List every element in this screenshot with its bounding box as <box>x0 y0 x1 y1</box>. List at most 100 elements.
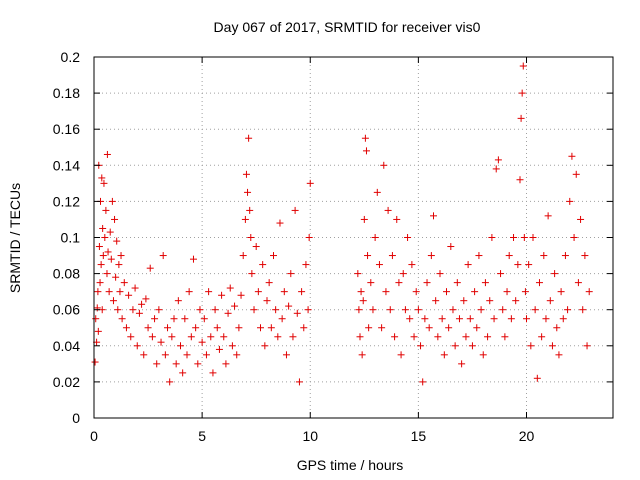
data-point <box>244 188 252 196</box>
data-point <box>356 333 364 341</box>
data-point <box>523 315 530 323</box>
data-point <box>298 288 306 296</box>
data-point <box>481 279 489 287</box>
data-point <box>161 351 169 359</box>
data-point <box>404 234 412 241</box>
data-point <box>118 315 126 323</box>
data-point <box>518 89 526 97</box>
data-point <box>209 369 217 377</box>
data-point <box>211 306 219 314</box>
data-point <box>274 333 282 341</box>
data-point <box>583 342 591 350</box>
data-point <box>514 261 522 269</box>
data-point <box>397 351 405 359</box>
data-point <box>388 252 396 260</box>
data-point <box>386 306 394 314</box>
data-point <box>168 333 176 341</box>
data-point <box>91 358 99 366</box>
data-point <box>477 306 485 314</box>
data-point <box>222 360 230 368</box>
data-point <box>445 324 453 332</box>
data-point <box>359 297 367 305</box>
data-point <box>239 252 247 260</box>
data-point <box>187 333 195 341</box>
data-point <box>155 306 163 314</box>
data-point <box>103 150 111 158</box>
data-point <box>153 360 161 368</box>
data-point <box>529 234 537 241</box>
data-point <box>220 333 228 341</box>
data-point <box>257 324 265 332</box>
data-point <box>581 252 589 260</box>
data-point <box>135 309 143 317</box>
data-point <box>291 206 299 214</box>
data-point <box>231 302 239 310</box>
data-point <box>218 291 226 299</box>
data-point <box>103 270 111 278</box>
data-point <box>237 291 245 299</box>
data-point <box>235 324 243 332</box>
x-tick-label: 10 <box>302 428 318 444</box>
data-point <box>375 261 383 269</box>
data-point <box>198 338 206 346</box>
data-point <box>114 306 122 314</box>
data-point <box>185 288 193 296</box>
data-point <box>399 270 407 278</box>
data-point <box>285 302 293 310</box>
data-point <box>140 351 148 359</box>
data-point <box>213 324 221 332</box>
data-point <box>105 288 113 296</box>
data-point <box>354 270 362 278</box>
data-point <box>215 345 223 353</box>
y-tick-label: 0.2 <box>61 49 81 65</box>
data-point <box>546 297 554 305</box>
data-point <box>393 215 401 223</box>
data-point <box>488 234 496 241</box>
data-point <box>555 351 563 359</box>
data-point <box>449 306 457 314</box>
data-point <box>267 324 275 332</box>
data-point <box>164 324 172 332</box>
x-tick-label: 0 <box>90 428 98 444</box>
data-point <box>585 288 593 296</box>
tick-labels: 0 5 10 15 20 0 0.02 0.04 0.06 0.08 0.1 0.12 0.14 0.16… <box>53 49 535 444</box>
data-point <box>410 333 418 341</box>
data-point <box>295 378 303 386</box>
data-point <box>440 351 448 359</box>
data-point <box>282 351 290 359</box>
data-point <box>417 342 425 350</box>
data-point <box>517 114 525 122</box>
data-point <box>462 333 470 341</box>
data-point <box>401 306 409 314</box>
data-point <box>516 176 524 184</box>
data-point <box>414 306 422 314</box>
data-point <box>300 324 308 332</box>
data-point <box>473 324 481 332</box>
data-point <box>362 147 370 155</box>
data-point <box>419 378 427 386</box>
data-point <box>427 252 435 260</box>
data-point <box>548 342 556 350</box>
data-point <box>272 306 280 314</box>
data-point <box>371 234 379 241</box>
data-point <box>425 324 433 332</box>
data-point <box>278 315 286 323</box>
data-point <box>233 351 241 359</box>
data-point <box>107 255 115 263</box>
y-tick-label: 0.14 <box>53 157 80 173</box>
data-point <box>263 297 271 305</box>
y-tick-label: 0.04 <box>53 338 80 354</box>
data-point <box>127 333 135 341</box>
data-point <box>92 315 100 323</box>
data-point <box>391 333 399 341</box>
data-point <box>525 261 533 269</box>
data-point <box>302 261 310 269</box>
data-point <box>248 270 256 278</box>
chart-title: Day 067 of 2017, SRMTID for receiver vis… <box>214 19 481 35</box>
data-point <box>207 333 215 341</box>
data-point <box>242 170 250 178</box>
data-point <box>305 234 313 241</box>
data-point <box>131 284 139 292</box>
data-point <box>436 270 444 278</box>
